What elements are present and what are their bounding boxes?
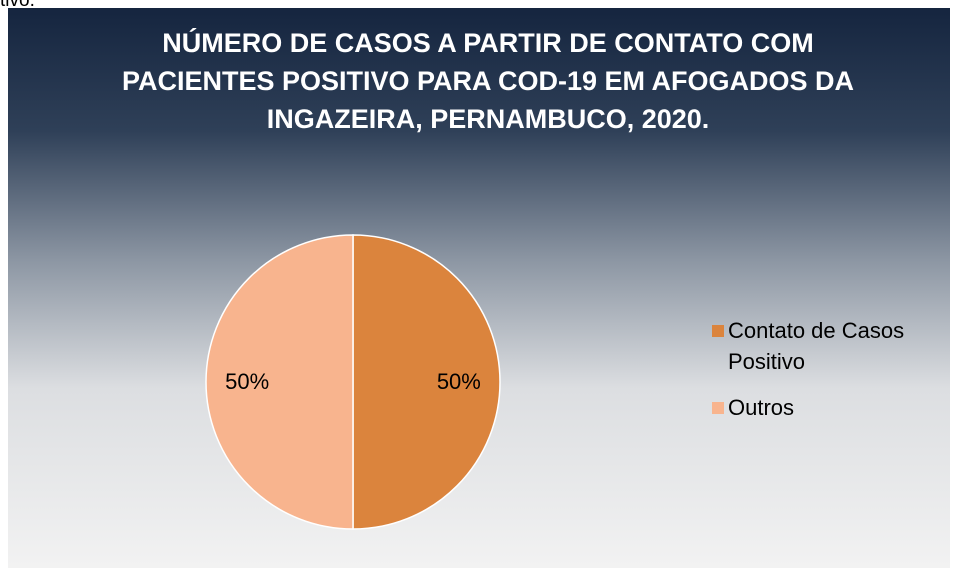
pie-slice: [352, 234, 501, 530]
chart-area: [8, 8, 950, 568]
data-label: 50%: [225, 369, 269, 394]
legend: Contato de Casos Positivo Outros: [712, 315, 947, 438]
legend-label: Outros: [728, 395, 795, 420]
text-fragment: tivo.: [0, 0, 35, 11]
legend-swatch: [712, 402, 724, 414]
data-label: 50%: [437, 369, 481, 394]
legend-label: Contato de Casos Positivo: [728, 318, 905, 374]
legend-item: Contato de Casos Positivo: [712, 315, 947, 377]
chart-title: NÚMERO DE CASOS A PARTIR DE CONTATO COM …: [121, 28, 855, 134]
legend-swatch: [712, 325, 724, 337]
legend-item: Outros: [712, 392, 947, 423]
pie-slice: [205, 234, 354, 530]
